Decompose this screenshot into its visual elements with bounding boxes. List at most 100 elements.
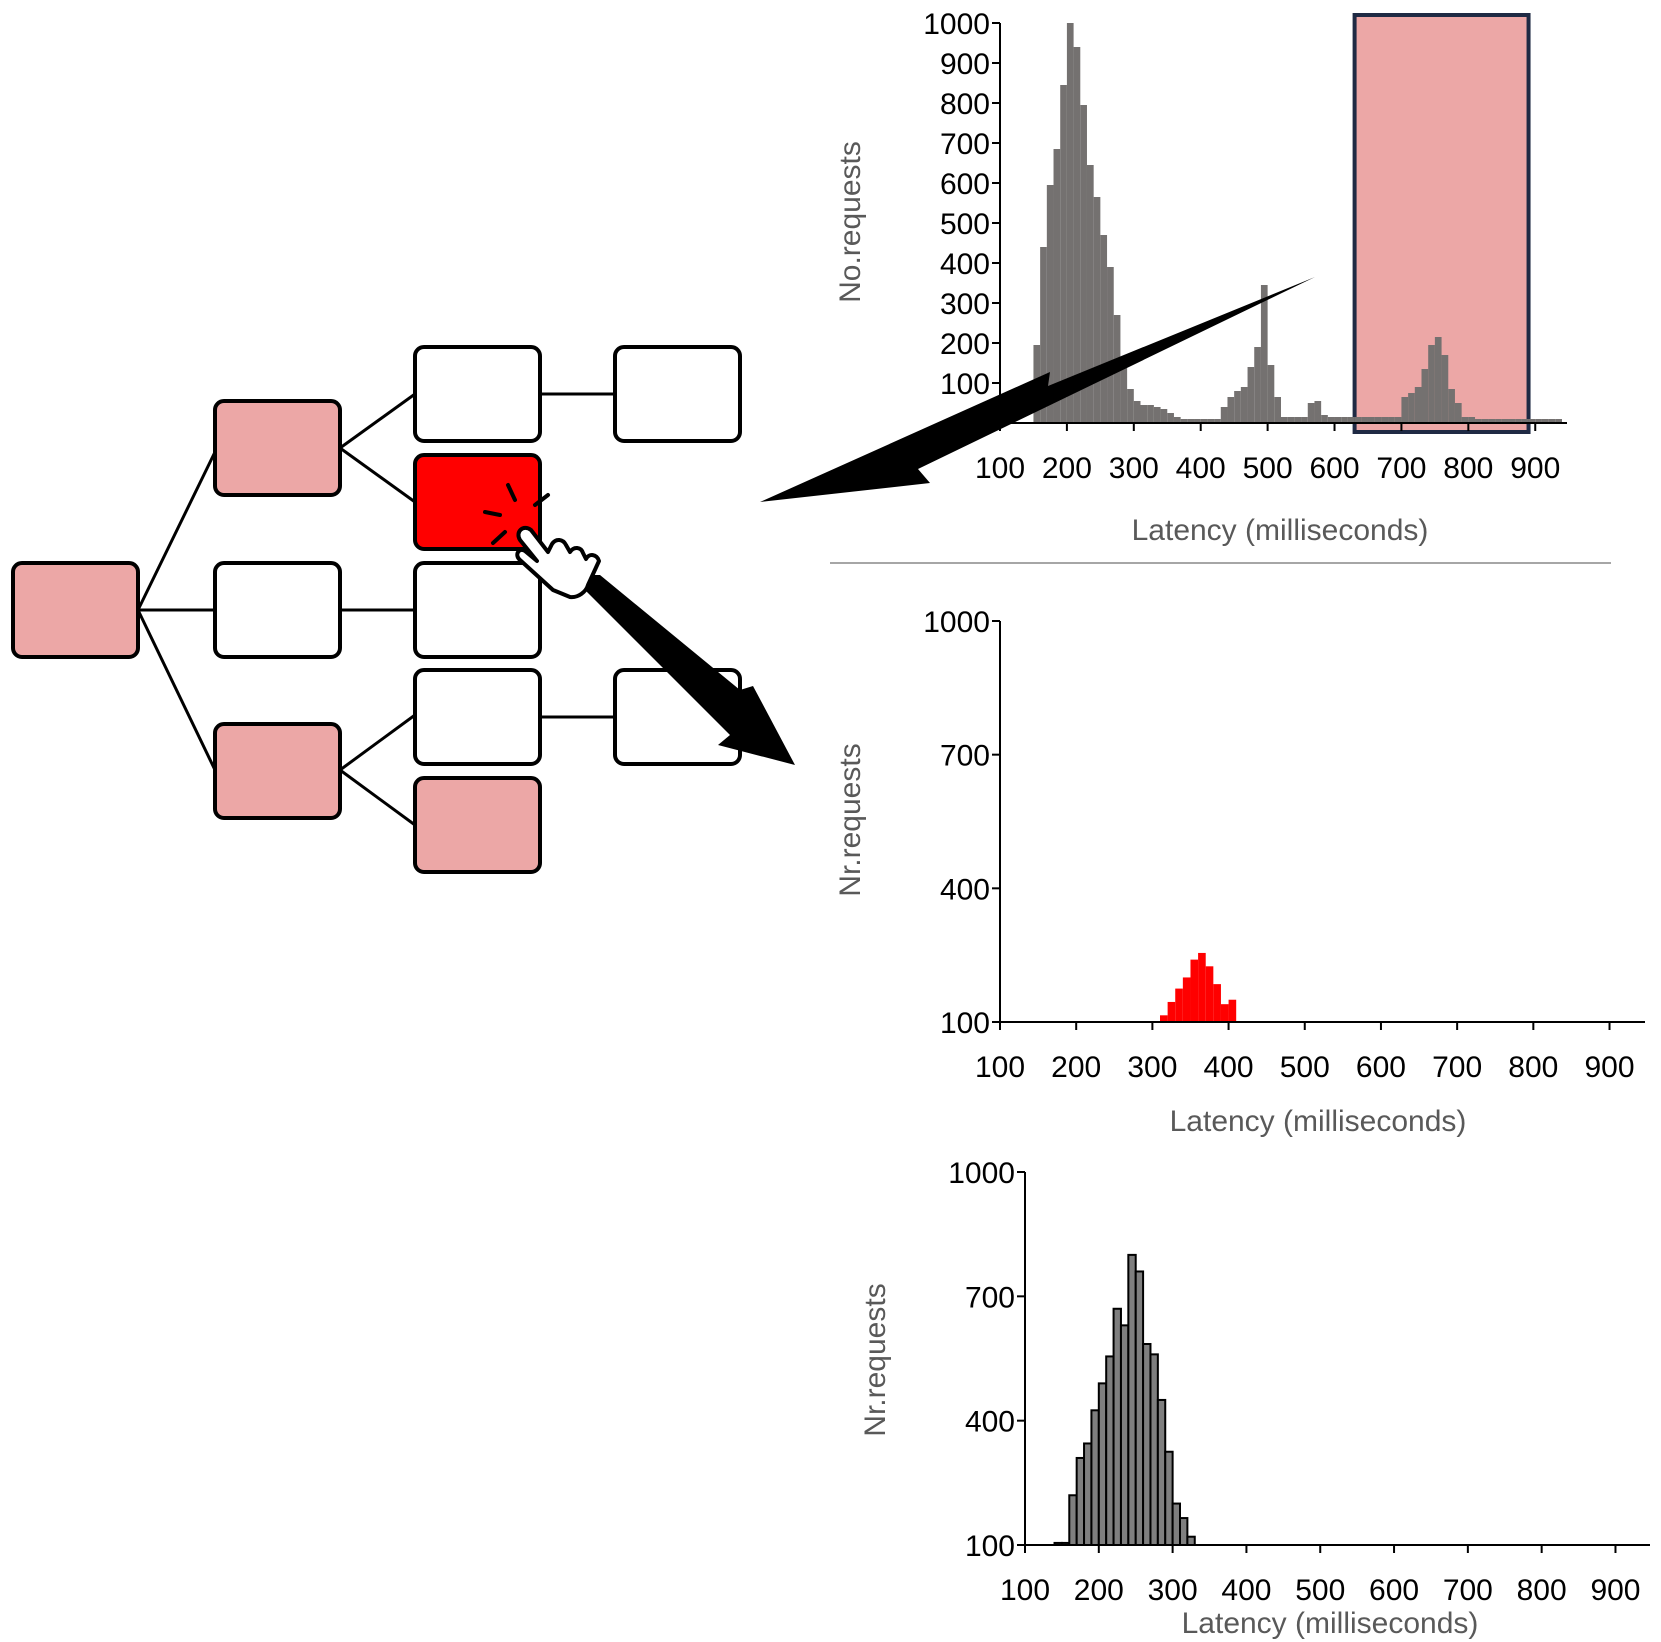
- histogram-bar-920: [1548, 419, 1556, 423]
- y-axis-label: Nr.requests: [859, 1283, 892, 1436]
- histogram-bar-520: [1281, 417, 1288, 423]
- x-axis-label: Latency (milliseconds): [1182, 1607, 1479, 1640]
- tree-node-l2-d[interactable]: [413, 668, 542, 766]
- y-tick-label-700: 700: [940, 740, 990, 773]
- histogram-bar-480: [1254, 347, 1261, 423]
- x-tick-label-200: 200: [1074, 1574, 1124, 1607]
- y-tick-label-1000: 1000: [923, 606, 990, 639]
- histogram-bar-260: [1142, 1342, 1152, 1546]
- x-tick-label-500: 500: [1280, 1051, 1330, 1084]
- histogram-bar-860: [1508, 419, 1516, 423]
- y-tick-label-400: 400: [940, 873, 990, 906]
- histogram-bar-620: [1347, 417, 1355, 423]
- y-tick-label-900: 900: [940, 48, 990, 81]
- x-tick-label-600: 600: [1356, 1051, 1406, 1084]
- x-tick-label-900: 900: [1584, 1051, 1634, 1084]
- x-tick-label-500: 500: [1243, 452, 1293, 485]
- histogram-bar-310: [1179, 1517, 1189, 1547]
- histogram-bar-290: [1164, 1450, 1174, 1546]
- histogram-bar-340: [1182, 977, 1191, 1022]
- edge-root-l1-top: [136, 451, 217, 611]
- histogram-bar-250: [1134, 1270, 1145, 1546]
- histogram-bar-600: [1334, 417, 1342, 423]
- histogram-bar-320: [1147, 405, 1154, 423]
- histogram-bar-250: [1100, 235, 1108, 423]
- y-axis-label: No.requests: [834, 141, 867, 303]
- histogram-bar-410: [1207, 419, 1215, 423]
- edge-l1-top-l2-a: [339, 392, 416, 450]
- x-tick-label-200: 200: [1042, 452, 1092, 485]
- histogram-bar-780: [1454, 403, 1462, 423]
- histogram-bar-750: [1434, 337, 1442, 423]
- edge-l1-bottom-l2-d: [339, 713, 416, 772]
- tree-node-l1-top[interactable]: [213, 399, 342, 497]
- y-tick-label-200: 200: [940, 328, 990, 361]
- histogram-bar-770: [1448, 389, 1455, 423]
- histogram-bar-510: [1274, 397, 1281, 423]
- histogram-bar-320: [1167, 1001, 1176, 1022]
- histogram-bar-200: [1097, 1382, 1108, 1547]
- tree-node-l2-c[interactable]: [413, 561, 542, 659]
- histogram-bar-330: [1175, 988, 1183, 1022]
- chart-top-latency-histogram: 100 200 300 400 500 600 700 800 900 1000 100 200 300…: [834, 8, 1567, 547]
- histogram-bar-280: [1120, 359, 1128, 423]
- edge-l1-top-l2-b: [339, 446, 416, 504]
- histogram-bar-390: [1220, 1004, 1229, 1022]
- histogram-bar-470: [1247, 367, 1255, 423]
- x-tick-label-800: 800: [1508, 1051, 1558, 1084]
- x-tick-label-600: 600: [1369, 1574, 1419, 1607]
- histogram-bar-720: [1414, 387, 1422, 423]
- histogram-bar-810: [1475, 419, 1482, 423]
- histogram-bar-220: [1112, 1307, 1122, 1547]
- histogram-bar-190: [1060, 85, 1067, 423]
- y-tick-label-700: 700: [940, 128, 990, 161]
- histogram-bar-440: [1227, 397, 1235, 423]
- histogram-bar-800: [1468, 417, 1476, 423]
- tree-node-root[interactable]: [11, 561, 140, 659]
- histogram-bar-220: [1080, 105, 1087, 423]
- tree-node-l2-e[interactable]: [413, 776, 542, 874]
- x-tick-label-100: 100: [975, 452, 1025, 485]
- histogram-bar-670: [1381, 417, 1389, 423]
- histogram-bar-300: [1171, 1502, 1181, 1546]
- hand-click-icon: [483, 483, 601, 600]
- histogram-bar-190: [1090, 1409, 1100, 1546]
- histogram-bar-490: [1260, 285, 1268, 423]
- x-tick-label-400: 400: [1204, 1051, 1254, 1084]
- chart-other-nodes-histogram: 100 400 700 1000 100 200 300 400 500 600 700 800 900…: [859, 1157, 1650, 1640]
- histogram-bar-240: [1093, 197, 1101, 423]
- histogram-bar-840: [1495, 419, 1502, 423]
- tree-node-l1-bottom[interactable]: [213, 722, 342, 820]
- histogram-bar-880: [1521, 419, 1529, 423]
- y-tick-label-800: 800: [940, 88, 990, 121]
- histogram-bar-210: [1105, 1355, 1115, 1546]
- tree-node-l1-mid[interactable]: [213, 561, 342, 659]
- y-tick-label-700: 700: [965, 1281, 1015, 1314]
- histogram-bar-320: [1186, 1535, 1196, 1546]
- histogram-bar-630: [1354, 417, 1362, 423]
- histogram-bar-280: [1156, 1398, 1167, 1547]
- x-axis-label: Latency (milliseconds): [1170, 1105, 1467, 1138]
- histogram-bar-730: [1421, 369, 1429, 423]
- histogram-bar-170: [1075, 1456, 1086, 1547]
- histogram-bar-710: [1408, 393, 1415, 423]
- histogram-bar-820: [1481, 419, 1489, 423]
- histogram-bar-180: [1083, 1442, 1093, 1546]
- histogram-bar-910: [1541, 419, 1549, 423]
- x-tick-label-700: 700: [1443, 1574, 1493, 1607]
- x-tick-label-400: 400: [1221, 1574, 1271, 1607]
- histogram-bar-580: [1321, 415, 1328, 423]
- y-tick-label-300: 300: [940, 288, 990, 321]
- x-tick-label-100: 100: [975, 1051, 1025, 1084]
- histogram-bar-610: [1341, 417, 1348, 423]
- tree-node-l2-a[interactable]: [413, 345, 542, 443]
- histogram-bar-650: [1367, 417, 1375, 423]
- y-tick-label-600: 600: [940, 168, 990, 201]
- histogram-bar-200: [1066, 23, 1074, 423]
- tree-node-l3-a[interactable]: [613, 345, 742, 443]
- x-tick-label-700: 700: [1376, 452, 1426, 485]
- histogram-bar-180: [1053, 149, 1061, 423]
- histogram-bar-350: [1167, 413, 1174, 423]
- histogram-bar-540: [1294, 417, 1302, 423]
- histogram-bar-270: [1149, 1353, 1159, 1547]
